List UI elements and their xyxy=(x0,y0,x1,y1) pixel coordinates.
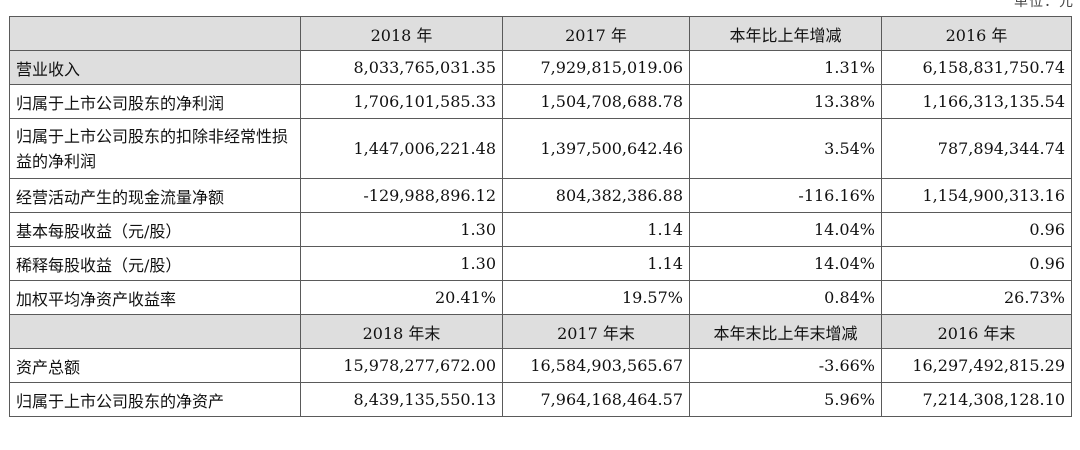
row-label: 加权平均净资产收益率 xyxy=(9,280,301,315)
header-cell: 2016 年末 xyxy=(881,314,1072,349)
table-row: 归属于上市公司股东的扣除非经常性损益的净利润 1,447,006,221.48 … xyxy=(9,118,1072,179)
value-cell: 1,154,900,313.16 xyxy=(881,178,1072,213)
value-cell: -129,988,896.12 xyxy=(300,178,503,213)
header-cell: 本年末比上年末增减 xyxy=(689,314,882,349)
header-cell: 2017 年 xyxy=(502,16,690,51)
value-cell: 16,297,492,815.29 xyxy=(881,348,1072,383)
header-blank-cell xyxy=(9,314,301,349)
row-label: 稀释每股收益（元/股） xyxy=(9,246,301,281)
value-cell: 20.41% xyxy=(300,280,503,315)
value-cell: 1,397,500,642.46 xyxy=(502,118,690,179)
value-cell: -3.66% xyxy=(689,348,882,383)
value-cell: 1.31% xyxy=(689,50,882,85)
table-row: 归属于上市公司股东的净利润 1,706,101,585.33 1,504,708… xyxy=(9,84,1072,119)
value-cell: 0.96 xyxy=(881,246,1072,281)
header-row-year-end: 2018 年末 2017 年末 本年末比上年末增减 2016 年末 xyxy=(9,314,1072,349)
table-row: 营业收入 8,033,765,031.35 7,929,815,019.06 1… xyxy=(9,50,1072,85)
table-row: 资产总额 15,978,277,672.00 16,584,903,565.67… xyxy=(9,348,1072,383)
value-cell: 1.14 xyxy=(502,246,690,281)
header-cell: 2017 年末 xyxy=(502,314,690,349)
value-cell: 19.57% xyxy=(502,280,690,315)
table-row: 稀释每股收益（元/股） 1.30 1.14 14.04% 0.96 xyxy=(9,246,1072,281)
value-cell: 6,158,831,750.74 xyxy=(881,50,1072,85)
header-cell: 本年比上年增减 xyxy=(689,16,882,51)
value-cell: 14.04% xyxy=(689,212,882,247)
table-row: 加权平均净资产收益率 20.41% 19.57% 0.84% 26.73% xyxy=(9,280,1072,315)
header-cell: 2018 年末 xyxy=(300,314,503,349)
value-cell: 8,439,135,550.13 xyxy=(300,382,503,417)
value-cell: 787,894,344.74 xyxy=(881,118,1072,179)
value-cell: 7,929,815,019.06 xyxy=(502,50,690,85)
value-cell: 804,382,386.88 xyxy=(502,178,690,213)
header-blank-cell xyxy=(9,16,301,51)
value-cell: 5.96% xyxy=(689,382,882,417)
value-cell: 8,033,765,031.35 xyxy=(300,50,503,85)
row-label: 归属于上市公司股东的净利润 xyxy=(9,84,301,119)
header-row-annual: 2018 年 2017 年 本年比上年增减 2016 年 xyxy=(9,16,1072,51)
row-label: 归属于上市公司股东的扣除非经常性损益的净利润 xyxy=(9,118,301,179)
unit-caption: 单位：元 xyxy=(1014,0,1074,10)
value-cell: 14.04% xyxy=(689,246,882,281)
row-label: 经营活动产生的现金流量净额 xyxy=(9,178,301,213)
value-cell: 1,706,101,585.33 xyxy=(300,84,503,119)
header-cell: 2018 年 xyxy=(300,16,503,51)
value-cell: 0.96 xyxy=(881,212,1072,247)
table-row: 基本每股收益（元/股） 1.30 1.14 14.04% 0.96 xyxy=(9,212,1072,247)
value-cell: 1,447,006,221.48 xyxy=(300,118,503,179)
row-label: 资产总额 xyxy=(9,348,301,383)
value-cell: 1,504,708,688.78 xyxy=(502,84,690,119)
value-cell: 1.30 xyxy=(300,212,503,247)
table-row: 归属于上市公司股东的净资产 8,439,135,550.13 7,964,168… xyxy=(9,382,1072,417)
row-label: 归属于上市公司股东的净资产 xyxy=(9,382,301,417)
header-cell: 2016 年 xyxy=(881,16,1072,51)
row-label: 基本每股收益（元/股） xyxy=(9,212,301,247)
value-cell: 13.38% xyxy=(689,84,882,119)
value-cell: 26.73% xyxy=(881,280,1072,315)
value-cell: 7,964,168,464.57 xyxy=(502,382,690,417)
value-cell: 0.84% xyxy=(689,280,882,315)
row-label: 营业收入 xyxy=(9,50,301,85)
table-row: 经营活动产生的现金流量净额 -129,988,896.12 804,382,38… xyxy=(9,178,1072,213)
value-cell: 1.30 xyxy=(300,246,503,281)
value-cell: 1,166,313,135.54 xyxy=(881,84,1072,119)
financial-summary-table: 2018 年 2017 年 本年比上年增减 2016 年 营业收入 8,033,… xyxy=(9,16,1072,417)
value-cell: 1.14 xyxy=(502,212,690,247)
value-cell: 7,214,308,128.10 xyxy=(881,382,1072,417)
value-cell: 16,584,903,565.67 xyxy=(502,348,690,383)
value-cell: -116.16% xyxy=(689,178,882,213)
value-cell: 15,978,277,672.00 xyxy=(300,348,503,383)
value-cell: 3.54% xyxy=(689,118,882,179)
